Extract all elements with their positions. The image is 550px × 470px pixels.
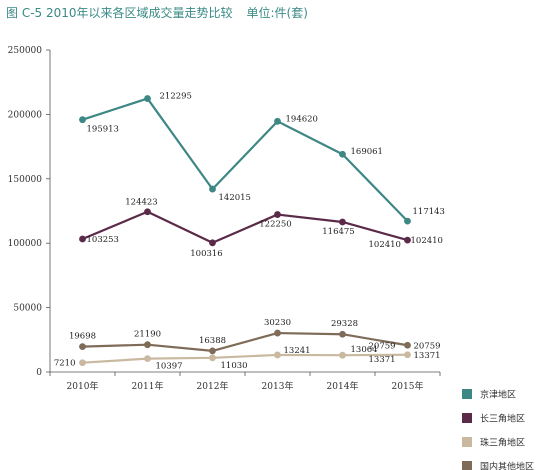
- data-point: [209, 185, 216, 193]
- data-label: 169061: [351, 147, 383, 157]
- data-point: [144, 341, 151, 349]
- chart-title: 图 C-5 2010年以来各区域成交量走势比较 单位:件(套): [6, 4, 308, 21]
- x-tick-label: 2010年: [67, 380, 99, 392]
- data-label: 142015: [219, 193, 251, 203]
- data-label: 102410: [411, 236, 443, 246]
- data-label: 122250: [259, 220, 291, 230]
- y-tick-label: 100000: [8, 239, 43, 249]
- legend-swatch: [462, 389, 472, 399]
- series-line: [82, 210, 408, 244]
- data-label: 20759: [414, 341, 441, 351]
- data-point: [79, 343, 86, 351]
- data-label: 16388: [199, 336, 226, 346]
- data-label: 212295: [160, 92, 192, 102]
- annotation-label: 102410: [369, 240, 401, 250]
- data-label: 103253: [87, 235, 119, 245]
- y-tick-label: 150000: [8, 175, 43, 185]
- data-point: [339, 150, 346, 158]
- legend-swatch: [462, 461, 472, 470]
- legend-label: 长三角地区: [480, 413, 525, 425]
- x-tick-label: 2013年: [262, 380, 294, 392]
- data-point: [339, 351, 346, 359]
- series-line: [82, 97, 409, 222]
- series-line: [82, 331, 408, 352]
- data-point: [79, 116, 86, 124]
- data-point: [144, 355, 151, 363]
- data-point: [339, 330, 346, 338]
- annotation-label: 20759: [369, 341, 396, 351]
- data-point: [274, 117, 281, 125]
- y-tick-label: 250000: [8, 46, 43, 56]
- data-label: 124423: [125, 198, 157, 208]
- data-label: 194620: [286, 114, 318, 124]
- x-tick-label: 2014年: [327, 380, 359, 392]
- chart-unit: 单位:件(套): [246, 6, 308, 20]
- x-tick-label: 2011年: [132, 380, 164, 392]
- data-label: 11030: [221, 361, 248, 371]
- data-point: [79, 235, 86, 243]
- data-label: 21190: [134, 330, 161, 340]
- annotation-label: 13371: [369, 355, 396, 365]
- data-label: 195913: [87, 125, 119, 135]
- data-point: [404, 236, 411, 244]
- data-point: [404, 217, 411, 225]
- data-label: 30230: [264, 318, 291, 328]
- legend-label: 京津地区: [480, 389, 516, 401]
- data-point: [144, 95, 151, 102]
- data-label: 7210: [54, 359, 76, 369]
- data-label: 13064: [351, 345, 378, 355]
- data-label: 100316: [190, 249, 222, 259]
- data-point: [209, 354, 216, 362]
- x-tick-label: 2012年: [197, 380, 229, 392]
- y-tick-label: 50000: [13, 304, 42, 314]
- data-point: [274, 329, 281, 337]
- data-label: 117143: [413, 207, 445, 217]
- data-point: [274, 351, 281, 359]
- chart-title-text: 图 C-5 2010年以来各区域成交量走势比较: [6, 6, 233, 20]
- data-label: 13241: [284, 346, 311, 356]
- data-point: [404, 351, 411, 359]
- data-label: 29328: [331, 319, 358, 329]
- legend-label: 国内其他地区: [480, 461, 534, 470]
- data-label: 13371: [414, 351, 441, 361]
- data-label: 116475: [322, 227, 354, 237]
- series-line: [82, 353, 408, 364]
- data-point: [79, 359, 86, 367]
- data-point: [209, 239, 216, 247]
- data-point: [209, 347, 216, 355]
- legend-swatch: [462, 413, 472, 423]
- x-tick-label: 2015年: [392, 380, 424, 392]
- data-label: 10397: [156, 362, 183, 372]
- data-point: [274, 211, 281, 218]
- data-point: [144, 208, 151, 216]
- data-label: 19698: [69, 332, 96, 342]
- legend-swatch: [462, 437, 472, 447]
- legend-label: 珠三角地区: [480, 437, 525, 449]
- y-tick-label: 200000: [8, 110, 43, 120]
- y-tick-label: 0: [36, 368, 42, 378]
- data-point: [339, 218, 346, 226]
- data-point: [404, 341, 411, 349]
